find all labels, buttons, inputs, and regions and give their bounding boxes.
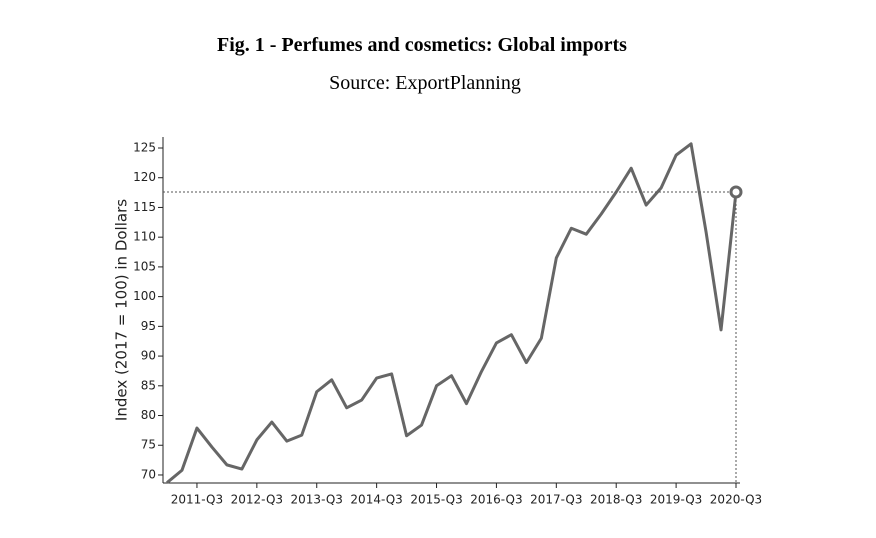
y-tick-label: 110	[133, 230, 156, 244]
y-tick-label: 70	[141, 467, 156, 481]
y-tick-label: 95	[141, 319, 156, 333]
x-tick-label: 2018-Q3	[590, 493, 642, 507]
y-axis-title: Index (2017 = 100) in Dollars	[113, 199, 131, 421]
x-tick-label: 2016-Q3	[470, 493, 522, 507]
y-tick-label: 105	[133, 259, 156, 273]
x-tick-label: 2020-Q3	[710, 493, 762, 507]
last-point	[729, 185, 743, 199]
y-tick-label: 120	[133, 170, 156, 184]
y-tick-label: 90	[141, 349, 156, 363]
chart-subtitle: Source: ExportPlanning	[329, 72, 521, 94]
y-tick-label: 115	[133, 200, 156, 214]
x-tick-label: 2014-Q3	[350, 493, 402, 507]
x-tick-label: 2015-Q3	[410, 493, 462, 507]
x-tick-label: 2011-Q3	[171, 493, 223, 507]
y-tick-label: 80	[141, 408, 156, 422]
y-tick-label: 85	[141, 378, 156, 392]
y-tick-label: 75	[141, 438, 156, 452]
x-tick-label: 2013-Q3	[291, 493, 343, 507]
x-tick-label: 2012-Q3	[231, 493, 283, 507]
y-tick-label: 125	[133, 140, 156, 154]
chart-title: Fig. 1 - Perfumes and cosmetics: Global …	[217, 34, 627, 56]
y-tick-label: 100	[133, 289, 156, 303]
x-tick-label: 2019-Q3	[650, 493, 702, 507]
x-tick-label: 2017-Q3	[530, 493, 582, 507]
line-series	[166, 142, 738, 484]
